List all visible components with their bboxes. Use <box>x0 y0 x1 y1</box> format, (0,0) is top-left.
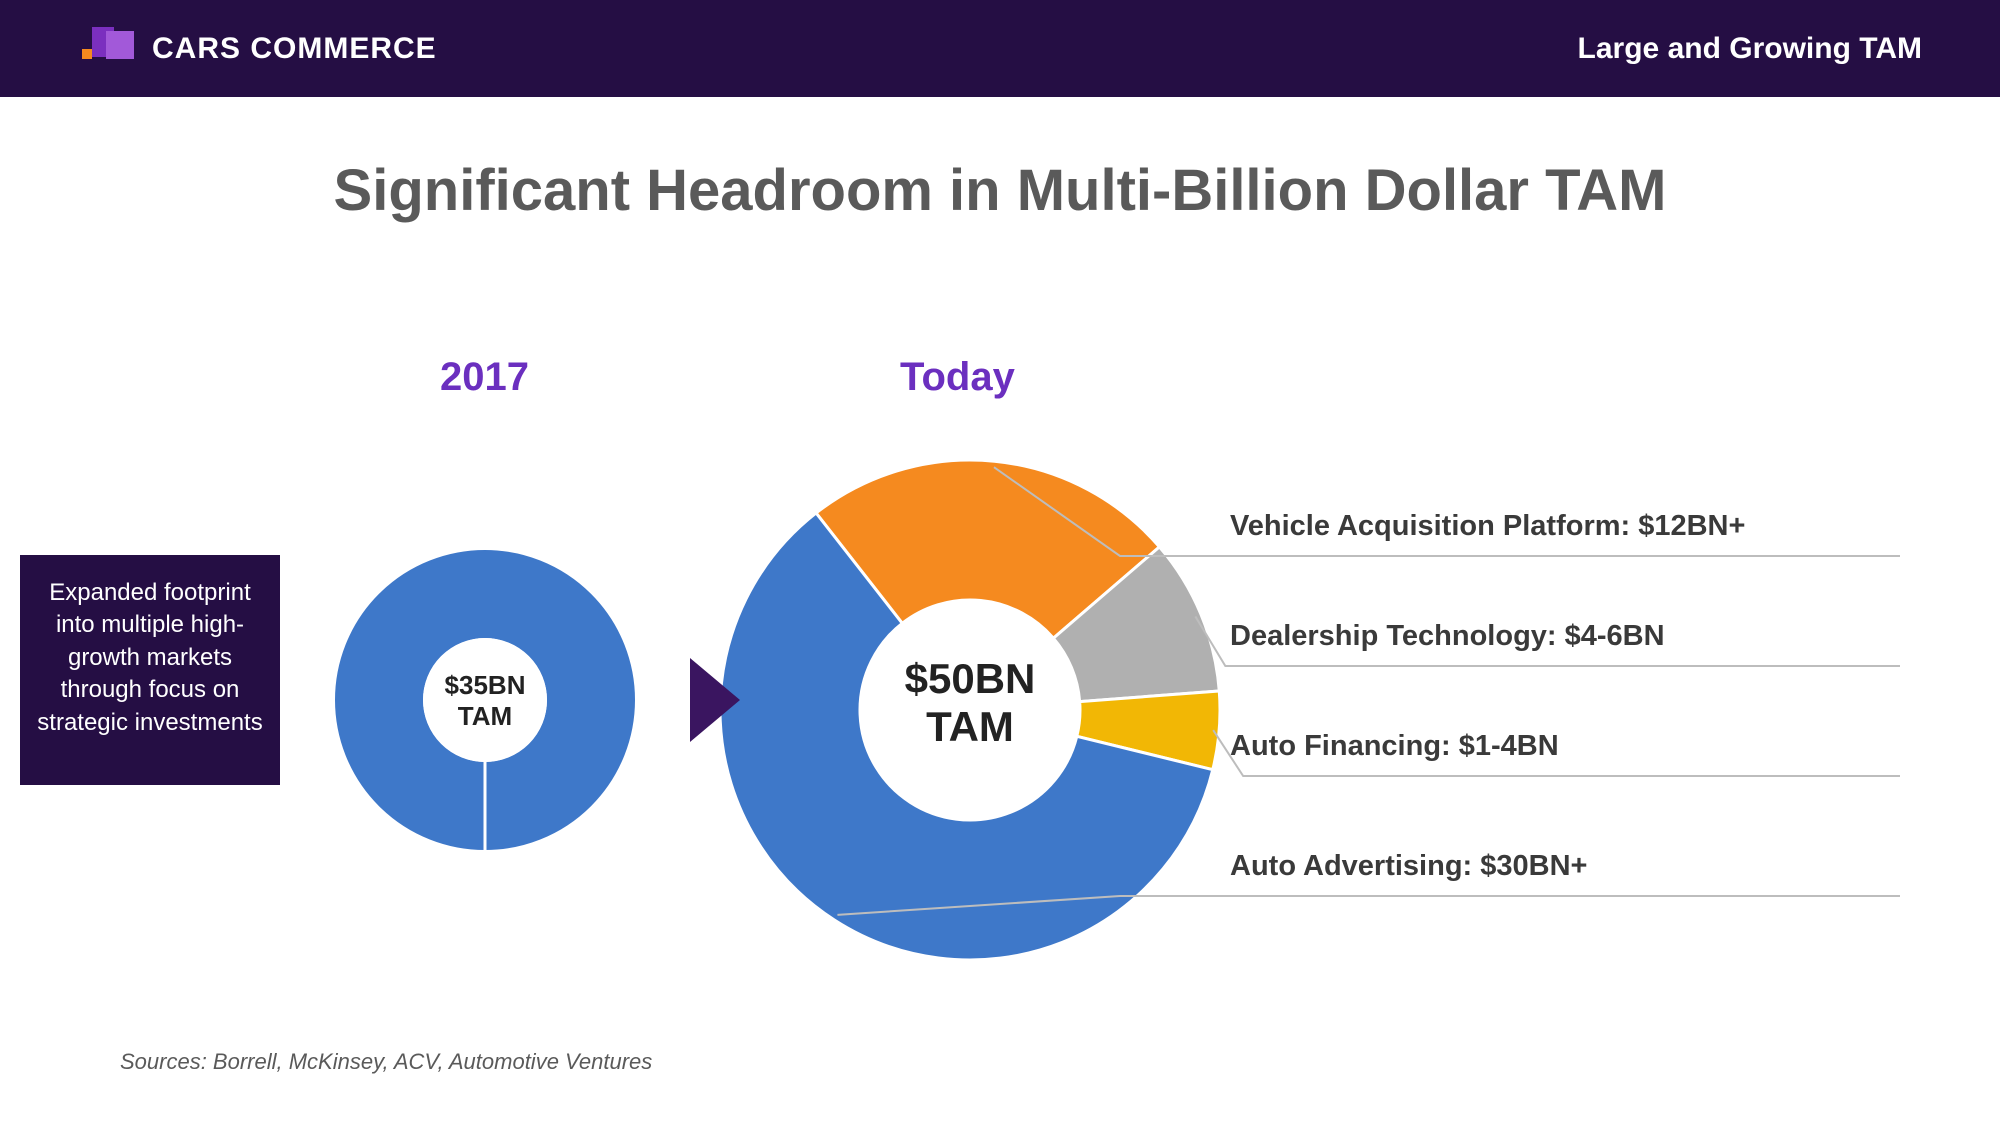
donut-today-value: $50BN <box>840 655 1100 703</box>
legend-label: Auto Financing: $1-4BN <box>1230 730 1920 763</box>
title-row: Significant Headroom in Multi-Billion Do… <box>0 157 2000 224</box>
header-bar: CARS COMMERCE Large and Growing TAM <box>0 0 2000 97</box>
legend-label: Auto Advertising: $30BN+ <box>1230 850 1920 883</box>
label-2017: 2017 <box>440 355 529 400</box>
callout-box: Expanded footprint into multiple high-gr… <box>20 555 280 785</box>
donut-2017-center: $35BN TAM <box>405 670 565 732</box>
brand-logo-icon <box>78 27 134 71</box>
legend-row: Dealership Technology: $4-6BN <box>1230 620 1920 653</box>
donut-2017-value: $35BN <box>405 670 565 701</box>
legend-label: Vehicle Acquisition Platform: $12BN+ <box>1230 510 1920 543</box>
brand-logo: CARS COMMERCE <box>78 27 437 71</box>
donut-today-center: $50BN TAM <box>840 655 1100 751</box>
legend-label: Dealership Technology: $4-6BN <box>1230 620 1920 653</box>
brand-name: CARS COMMERCE <box>152 32 437 66</box>
donut-today-tam: TAM <box>840 703 1100 751</box>
legend-row: Vehicle Acquisition Platform: $12BN+ <box>1230 510 1920 543</box>
donut-2017-tam: TAM <box>405 701 565 732</box>
legend-row: Auto Advertising: $30BN+ <box>1230 850 1920 883</box>
sources-note: Sources: Borrell, McKinsey, ACV, Automot… <box>120 1049 652 1075</box>
page-title: Significant Headroom in Multi-Billion Do… <box>0 157 2000 224</box>
callout-text: Expanded footprint into multiple high-gr… <box>37 579 262 736</box>
legend-row: Auto Financing: $1-4BN <box>1230 730 1920 763</box>
header-right-label: Large and Growing TAM <box>1578 32 1922 66</box>
label-today: Today <box>900 355 1015 400</box>
